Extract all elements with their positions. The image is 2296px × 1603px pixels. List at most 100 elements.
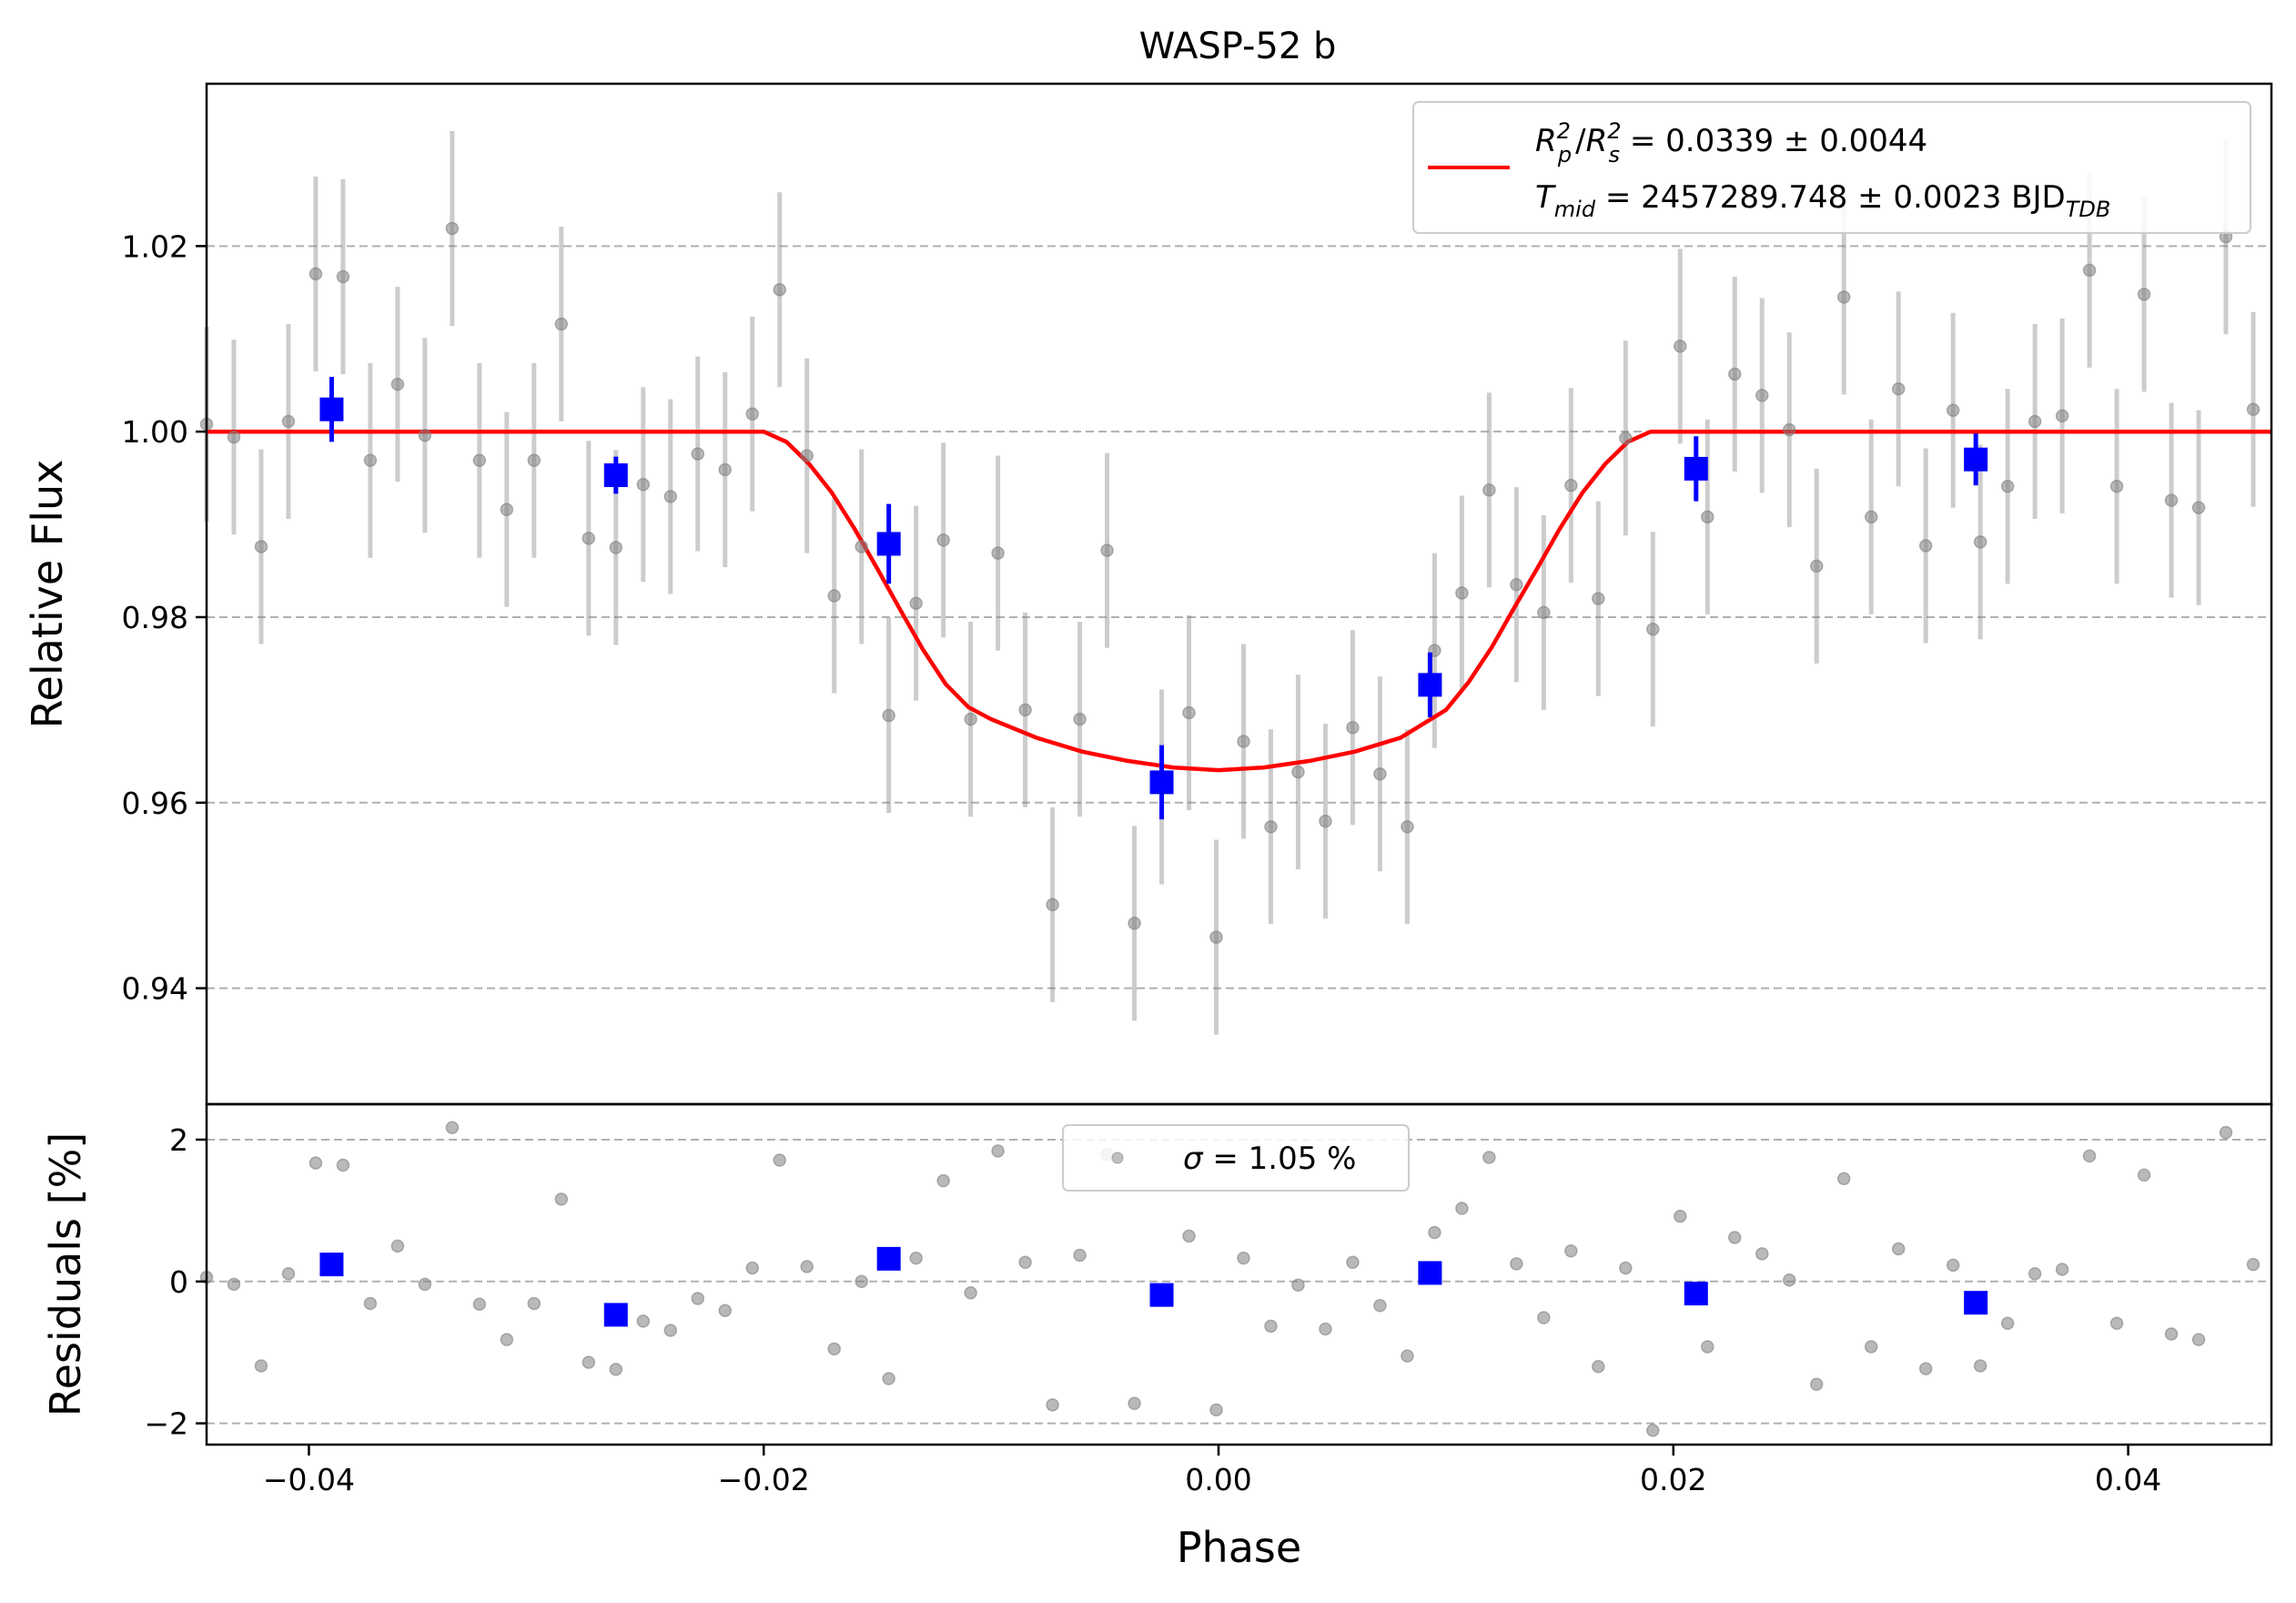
residuals-legend-box [1062,1124,1410,1192]
transit-model-line [207,429,2271,773]
residual-raw-point [882,1372,895,1385]
legend-residual-marker [1111,1152,1124,1164]
residual-raw-point [281,1266,296,1281]
residual-raw-point [1128,1396,1141,1411]
flux-raw-point [418,428,432,442]
flux-raw-point [1100,543,1114,557]
flux-raw-point [1237,735,1250,748]
residual-raw-point [1809,1377,1824,1392]
flux-y-tick-label: 0.98 [122,600,188,635]
residual-raw-point [1782,1273,1796,1287]
residual-raw-point [1674,1209,1687,1223]
flux-raw-point [527,453,541,468]
residual-raw-point [1946,1258,1960,1273]
residual-raw-point [1891,1242,1906,1256]
flux-raw-point [1564,479,1578,492]
residual-raw-point [363,1296,378,1311]
residual-raw-point [582,1355,596,1369]
flux-raw-point [636,477,651,492]
chart-title: WASP-52 b [1139,25,1337,67]
flux-raw-point [855,540,868,553]
residual-raw-point [1510,1257,1523,1271]
flux-legend-box [1412,101,2251,234]
residuals-axes-frame [205,1102,2273,1446]
legend-sigma-symbol: σ [1183,1141,1204,1177]
flux-raw-point [773,282,786,297]
residual-raw-point [1373,1299,1387,1313]
flux-raw-point [1482,483,1496,497]
residual-raw-point [1209,1403,1223,1417]
flux-raw-point [2000,480,2015,493]
flux-axes-frame [205,82,2273,1106]
residual-raw-point [1346,1255,1360,1270]
residual-raw-point [554,1192,569,1206]
flux-raw-point [609,541,623,554]
legend-sigma-value: = 1.05 % [1203,1141,1357,1177]
flux-raw-point [1891,382,1906,396]
residual-binned-point [319,1253,344,1277]
residual-raw-point [2109,1316,2124,1331]
flux-raw-point [2028,414,2042,429]
residual-binned-point [1418,1261,1442,1285]
legend-sigma: σ = 1.05 % [1183,1141,1356,1177]
legend-rs-sup: 2 [1607,118,1621,144]
flux-legend: R2 p/R2 s = 0.0339 ± 0.0044 Tmid = 2457289… [1412,101,2251,234]
flux-raw-point [2246,402,2261,416]
flux-raw-point [554,317,569,331]
flux-raw-point [2164,493,2179,507]
flux-y-tick-label: 1.00 [122,414,188,450]
residual-raw-point [1701,1340,1714,1354]
flux-raw-point [1646,622,1660,636]
x-tick-label: 0.00 [1185,1462,1251,1497]
residual-raw-point [2191,1333,2206,1346]
flux-raw-point [1592,592,1605,605]
legend-slash: / [1575,123,1586,159]
flux-raw-point [1073,712,1087,726]
flux-raw-point [2082,263,2097,278]
residuals-y-tick-label: 2 [169,1122,188,1158]
flux-raw-point [227,431,241,444]
residuals-panel: −2 0 2 −0.04 −0.02 0.00 0.02 0.04 Residuals [%… [41,1102,2273,1572]
residuals-y-tick-label: −2 [144,1406,188,1442]
flux-raw-point [1209,930,1223,944]
flux-raw-errorbars [204,130,2256,1035]
flux-binned-points [319,377,1988,820]
residual-raw-point [472,1297,487,1311]
residual-raw-point [1564,1244,1578,1258]
residual-raw-point [390,1239,405,1253]
residual-raw-point [2082,1149,2097,1163]
x-tick-label: −0.02 [718,1462,810,1497]
flux-raw-point [308,267,323,281]
flux-raw-point [1728,367,1742,381]
flux-raw-point [1836,290,1851,304]
legend-radius-value: = 0.0339 ± 0.0044 [1620,123,1927,159]
residual-raw-point [936,1173,950,1188]
flux-raw-point [1291,765,1305,779]
flux-raw-point [363,453,378,468]
residuals-y-ticks: −2 0 2 [144,1122,207,1442]
residuals-y-axis-label: Residuals [%] [41,1132,90,1416]
flux-raw-point [2055,409,2069,423]
flux-binned-point [1684,456,1708,481]
residual-raw-point [1319,1322,1332,1336]
residual-raw-point [991,1144,1005,1158]
legend-rs-symbol: R [1586,123,1608,159]
residual-raw-point [227,1277,241,1292]
flux-y-tick-label: 0.94 [122,971,188,1007]
flux-raw-point [1946,403,1960,417]
residual-binned-point [603,1303,628,1327]
flux-raw-point [1619,431,1633,445]
residual-raw-point [718,1304,732,1317]
residual-raw-point [1073,1248,1087,1263]
residual-raw-point [855,1274,868,1289]
flux-raw-point [1346,720,1360,735]
residual-raw-point [1619,1261,1633,1275]
flux-raw-point [1864,510,1878,524]
residual-raw-point [2055,1263,2069,1276]
flux-raw-point [1674,340,1687,353]
flux-binned-point [1964,447,1988,472]
flux-raw-point [1373,766,1387,781]
legend-t-value: = 2457289.748 ± 0.0023 BJD [1595,179,2066,216]
residual-raw-point [500,1333,514,1346]
